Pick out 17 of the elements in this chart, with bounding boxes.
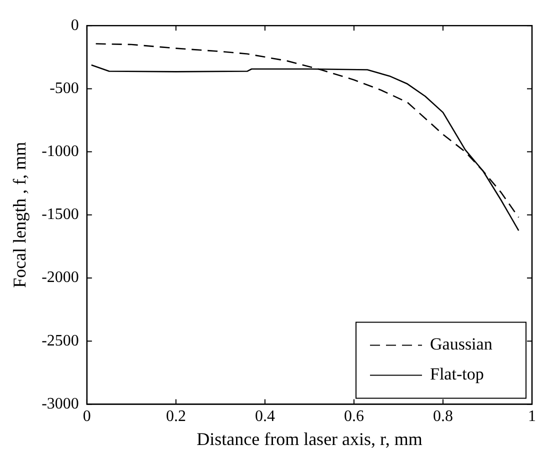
legend-label: Gaussian xyxy=(430,334,493,354)
x-tick-label: 0.6 xyxy=(344,408,364,426)
x-tick-label: 1 xyxy=(528,408,536,426)
legend-label: Flat-top xyxy=(430,364,484,384)
x-tick-label: 0 xyxy=(82,408,91,426)
y-tick-label: -500 xyxy=(50,80,79,97)
x-axis-title: Distance from laser axis, r, mm xyxy=(196,428,422,449)
y-tick-label: -1000 xyxy=(42,143,79,160)
y-tick-label: -2000 xyxy=(42,269,79,286)
y-tick-label: 0 xyxy=(70,16,79,34)
y-tick-label: -1500 xyxy=(42,206,79,224)
x-tick-label: 0.8 xyxy=(432,408,453,426)
y-axis-title: Focal length , f, mm xyxy=(10,142,30,288)
y-tick-label: -3000 xyxy=(42,395,79,412)
x-tick-label: 0.4 xyxy=(254,408,275,426)
y-tick-label: -2500 xyxy=(42,332,79,350)
x-tick-label: 0.2 xyxy=(166,408,186,426)
